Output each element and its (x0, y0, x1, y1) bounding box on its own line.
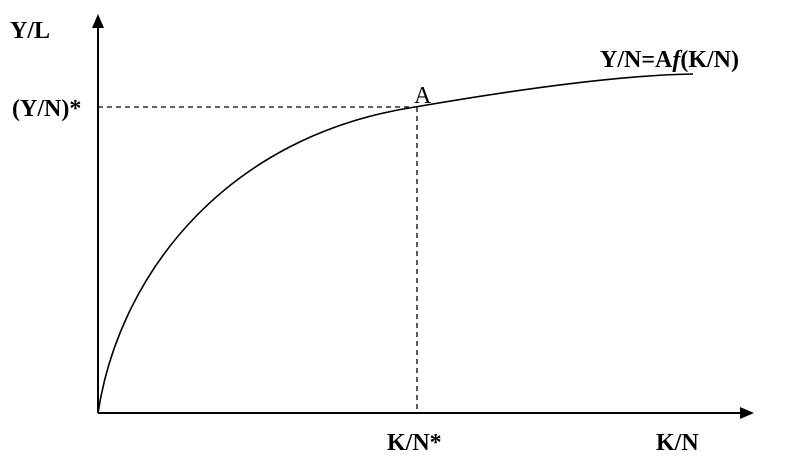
x-star-label: K/N* (387, 430, 442, 456)
point-a-label: A (414, 83, 432, 109)
curve-label-function: f (672, 47, 682, 73)
x-axis-label: K/N (656, 430, 699, 456)
curve-label-suffix: (K/N) (680, 47, 739, 73)
production-curve (97, 73, 694, 414)
curve-label: Y/N=Af(K/N) (600, 47, 739, 73)
y-star-label: (Y/N)* (12, 96, 81, 122)
y-axis-label: Y/L (10, 18, 50, 44)
curve-label-prefix: Y/N=A (600, 47, 673, 73)
